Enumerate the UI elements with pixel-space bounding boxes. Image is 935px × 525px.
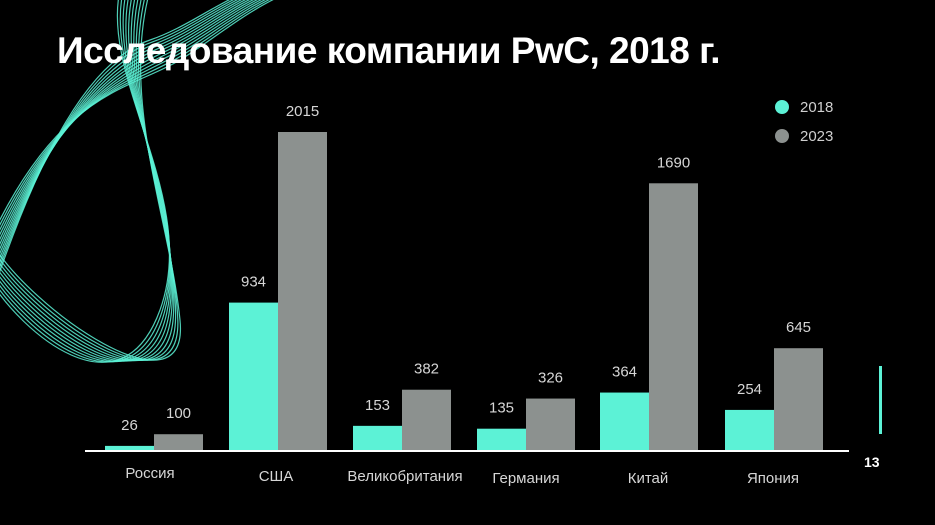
bar-2018-1 bbox=[105, 445, 154, 450]
legend-label-2023: 2023 bbox=[800, 128, 833, 145]
wave-line bbox=[0, 0, 171, 363]
wave-line bbox=[0, 0, 274, 222]
wave-line bbox=[0, 0, 171, 363]
bar-2018-6 bbox=[725, 409, 774, 450]
category-label-3: Великобритания bbox=[347, 468, 462, 485]
wave-line bbox=[0, 0, 254, 246]
wave-line bbox=[0, 0, 179, 361]
bar-2018-3 bbox=[353, 425, 402, 450]
data-label-2018-2: 934 bbox=[241, 274, 266, 291]
bar-2023-4 bbox=[526, 398, 575, 450]
data-label-2023-6: 645 bbox=[786, 319, 811, 336]
legend-label-2018: 2018 bbox=[800, 99, 833, 116]
bar-2023-1 bbox=[154, 434, 203, 450]
wave-line bbox=[0, 0, 173, 362]
wave-line bbox=[0, 0, 172, 362]
wave-line bbox=[0, 0, 177, 361]
data-label-2023-4: 326 bbox=[538, 370, 563, 387]
page-number: 13 bbox=[864, 454, 880, 470]
wave-line bbox=[0, 0, 258, 241]
accent-line bbox=[879, 366, 882, 434]
bar-2023-3 bbox=[402, 389, 451, 450]
category-label-4: Германия bbox=[492, 470, 559, 487]
wave-line bbox=[0, 0, 175, 362]
legend: 2018 2023 bbox=[775, 99, 833, 145]
bar-2023-6 bbox=[774, 348, 823, 450]
bar-2023-5 bbox=[649, 183, 698, 450]
data-labels-group: 26 100 934 2015 153 382 135 326 364 1690 254 645 bbox=[121, 103, 811, 434]
data-label-2023-3: 382 bbox=[414, 361, 439, 378]
data-label-2018-3: 153 bbox=[365, 397, 390, 414]
bar-2018-5 bbox=[600, 392, 649, 450]
category-label-1: Россия bbox=[125, 465, 174, 482]
data-label-2023-2: 2015 bbox=[286, 103, 319, 120]
bar-2018-2 bbox=[229, 302, 278, 450]
category-labels-group: Россия США Великобритания Германия Китай Япон… bbox=[125, 465, 799, 487]
legend-marker-2023 bbox=[775, 129, 789, 143]
data-label-2018-4: 135 bbox=[489, 400, 514, 417]
category-label-5: Китай bbox=[628, 470, 669, 487]
wave-line bbox=[0, 0, 270, 226]
category-label-6: Япония bbox=[747, 470, 799, 487]
data-label-2023-5: 1690 bbox=[657, 154, 690, 171]
data-label-2018-5: 364 bbox=[612, 364, 637, 381]
data-label-2023-1: 100 bbox=[166, 405, 191, 422]
wave-line bbox=[0, 0, 266, 231]
wave-line bbox=[0, 0, 251, 250]
legend-marker-2018 bbox=[775, 100, 789, 114]
page-title: Исследование компании PwC, 2018 г. bbox=[57, 30, 721, 71]
wave-line bbox=[0, 0, 262, 236]
bar-2018-4 bbox=[477, 428, 526, 450]
bar-2023-2 bbox=[278, 132, 327, 450]
wave-line bbox=[0, 0, 247, 255]
wave-line bbox=[0, 0, 173, 362]
data-label-2018-1: 26 bbox=[121, 417, 138, 434]
wave-line bbox=[0, 0, 171, 363]
wave-line bbox=[0, 0, 181, 361]
category-label-2: США bbox=[259, 468, 294, 485]
data-label-2018-6: 254 bbox=[737, 381, 762, 398]
bars-group bbox=[105, 132, 823, 450]
